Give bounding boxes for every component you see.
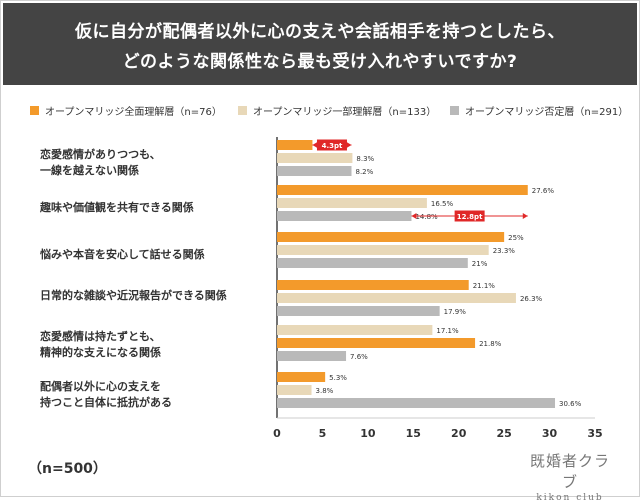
bar-value-label: 21.8% [479, 340, 502, 348]
bar-value-label: 27.6% [532, 187, 555, 195]
difference-arrowhead-left [411, 213, 417, 219]
bar [277, 280, 469, 290]
legend-item-full-understanding: オープンマリッジ全面理解層（n=76） [30, 103, 222, 118]
legend-item-partial-understanding: オープンマリッジ一部理解層（n=133） [238, 103, 436, 118]
bar-value-label: 16.5% [431, 200, 454, 208]
bar-value-label: 7.6% [350, 353, 368, 361]
bar [277, 245, 489, 255]
legend: オープンマリッジ全面理解層（n=76） オープンマリッジ一部理解層（n=133）… [30, 103, 630, 119]
sample-size: （n=500） [28, 461, 107, 477]
bar [277, 351, 347, 361]
category-label-romantic-no-line: 恋愛感情がありつつも、 一線を越えない関係 [40, 148, 161, 177]
bar-value-label: 26.3% [520, 295, 543, 303]
category-label-shared-hobbies: 趣味や価値観を共有できる関係 [40, 201, 194, 214]
bar [277, 211, 412, 221]
category-label-resistance: 配偶者以外に心の支えを 持つこと自体に抵抗がある [40, 380, 172, 409]
x-tick-label: 30 [542, 427, 558, 440]
chart-title-line-1: 仮に自分が配偶者以外に心の支えや会話相手を持つとしたら、 [75, 22, 565, 42]
bar [277, 232, 505, 242]
difference-badge [316, 139, 347, 151]
bar [277, 398, 556, 408]
legend-label: オープンマリッジ一部理解層（n=133） [253, 107, 437, 118]
legend-label: オープンマリッジ全面理解層（n=76） [45, 107, 222, 118]
logo-text: 既婚者クラブ [530, 452, 611, 491]
bar [277, 325, 433, 335]
difference-arrowhead-right [522, 213, 528, 219]
legend-item-denial: オープンマリッジ否定層（n=291） [450, 103, 628, 118]
x-tick-label: 0 [273, 427, 281, 440]
difference-badge-label: 4.3pt [322, 142, 343, 150]
difference-arrowhead-left [312, 142, 318, 148]
bar [277, 185, 528, 195]
bar [277, 385, 312, 395]
bar [277, 293, 516, 303]
bar [277, 153, 353, 163]
category-label-safe-to-talk: 悩みや本音を安心して話せる関係 [40, 248, 205, 261]
bar [277, 140, 313, 150]
legend-swatch [450, 106, 459, 115]
bar-value-label: 30.6% [559, 400, 582, 408]
category-label-daily-chat: 日常的な雑談や近況報告ができる関係 [40, 289, 227, 302]
bar [277, 372, 326, 382]
bar-value-label: 5.3% [329, 374, 347, 382]
difference-badge [454, 210, 485, 222]
bar-value-label: 3.8% [316, 387, 334, 395]
bar [277, 198, 427, 208]
bar-value-label: 14.8% [415, 213, 438, 221]
category-label-emotional-support: 恋愛感情は持たずとも、 精神的な支えになる関係 [40, 330, 161, 359]
legend-swatch [238, 106, 247, 115]
logo-subtext: kikon club [536, 493, 604, 503]
difference-arrowhead-right [346, 142, 352, 148]
legend-swatch [30, 106, 39, 115]
bar-value-label: 17.9% [444, 308, 467, 316]
x-tick-label: 10 [360, 427, 376, 440]
x-tick-label: 25 [496, 427, 511, 440]
bar-value-label: 23.3% [493, 247, 516, 255]
x-tick-label: 5 [319, 427, 327, 440]
chart-title-line-2: どのような関係性なら最も受け入れやすいですか? [122, 52, 518, 72]
x-tick-label: 35 [587, 427, 602, 440]
x-tick-label: 15 [406, 427, 421, 440]
bar [277, 306, 440, 316]
brand-logo: 既婚者クラブ kikon club [530, 450, 610, 503]
bar-value-label: 25% [508, 234, 524, 242]
bar [277, 258, 468, 268]
legend-label: オープンマリッジ否定層（n=291） [465, 107, 629, 118]
bar [277, 338, 476, 348]
chart-title-banner: 仮に自分が配偶者以外に心の支えや会話相手を持つとしたら、 どのような関係性なら最… [3, 3, 637, 85]
bar-value-label: 17.1% [436, 327, 459, 335]
bar-value-label: 8.2% [356, 168, 374, 176]
bar-value-label: 21% [472, 260, 488, 268]
difference-badge-label: 12.8pt [457, 213, 483, 221]
bar-value-label: 21.1% [473, 282, 496, 290]
x-tick-label: 20 [451, 427, 467, 440]
bar [277, 166, 352, 176]
bar-value-label: 8.3% [356, 155, 374, 163]
